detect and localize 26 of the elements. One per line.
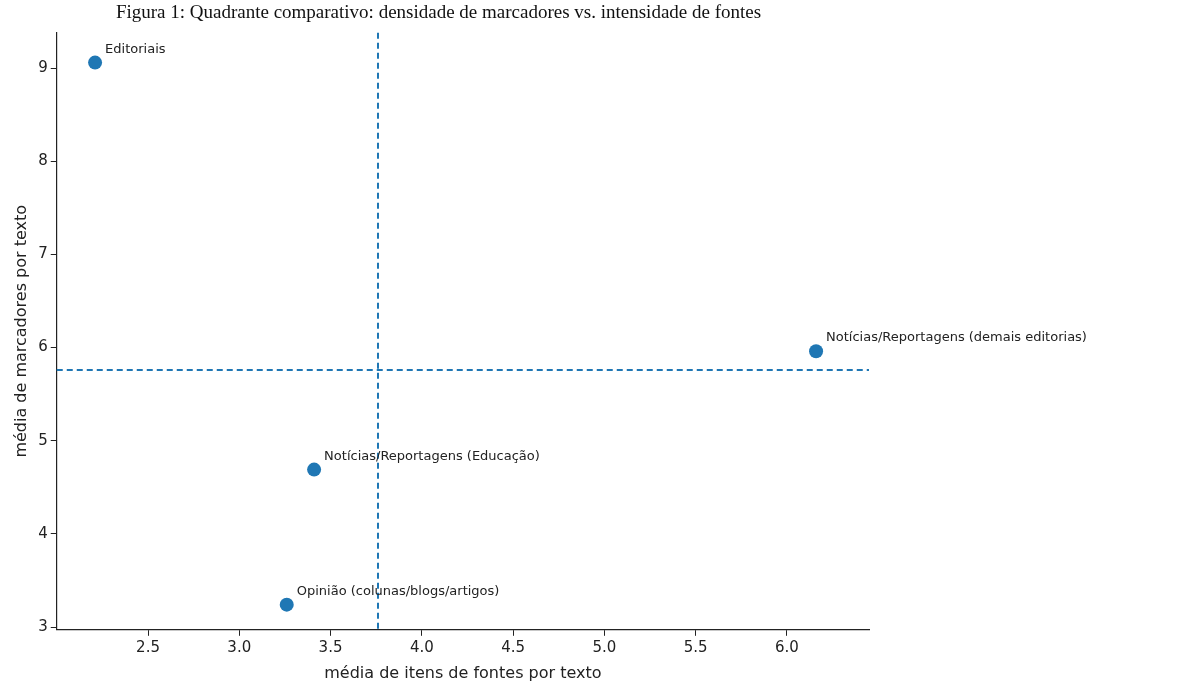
annotation: Notícias/Reportagens (Educação) <box>324 447 540 463</box>
y-tick-label: 9 <box>38 58 48 77</box>
y-tick-label: 4 <box>38 523 48 542</box>
y-tick-label: 7 <box>38 244 48 263</box>
x-tick-label: 5.0 <box>592 637 617 656</box>
point <box>279 597 294 612</box>
y-tick-label: 8 <box>38 151 48 170</box>
x-axis-title: média de itens de fontes por texto <box>324 662 602 682</box>
x-tick-label: 3.5 <box>318 637 343 656</box>
x-tick-label: 2.5 <box>136 637 160 656</box>
point <box>88 55 103 70</box>
y-axis-title: média de marcadores por texto <box>10 204 30 458</box>
x-tick-label: 5.5 <box>683 637 708 656</box>
x-tick-label: 3.0 <box>227 637 252 656</box>
annotation: Editoriais <box>105 40 166 56</box>
y-tick-label: 6 <box>38 337 48 356</box>
x-tick-label: 4.5 <box>501 637 525 656</box>
point <box>809 344 824 359</box>
y-tick-label: 3 <box>38 616 48 635</box>
x-tick-label: 4.0 <box>409 637 434 656</box>
annotation: Opinião (colunas/blogs/artigos) <box>296 582 500 598</box>
chart-title: Figura 1: Quadrante comparativo: densidade de marcadores vs. intensidade de fontes <box>115 1 762 23</box>
annotation: Notícias/Reportagens (demais editorias) <box>826 329 1087 345</box>
point <box>307 462 322 477</box>
y-tick-label: 5 <box>38 430 48 449</box>
x-tick-label: 6.0 <box>774 637 799 656</box>
